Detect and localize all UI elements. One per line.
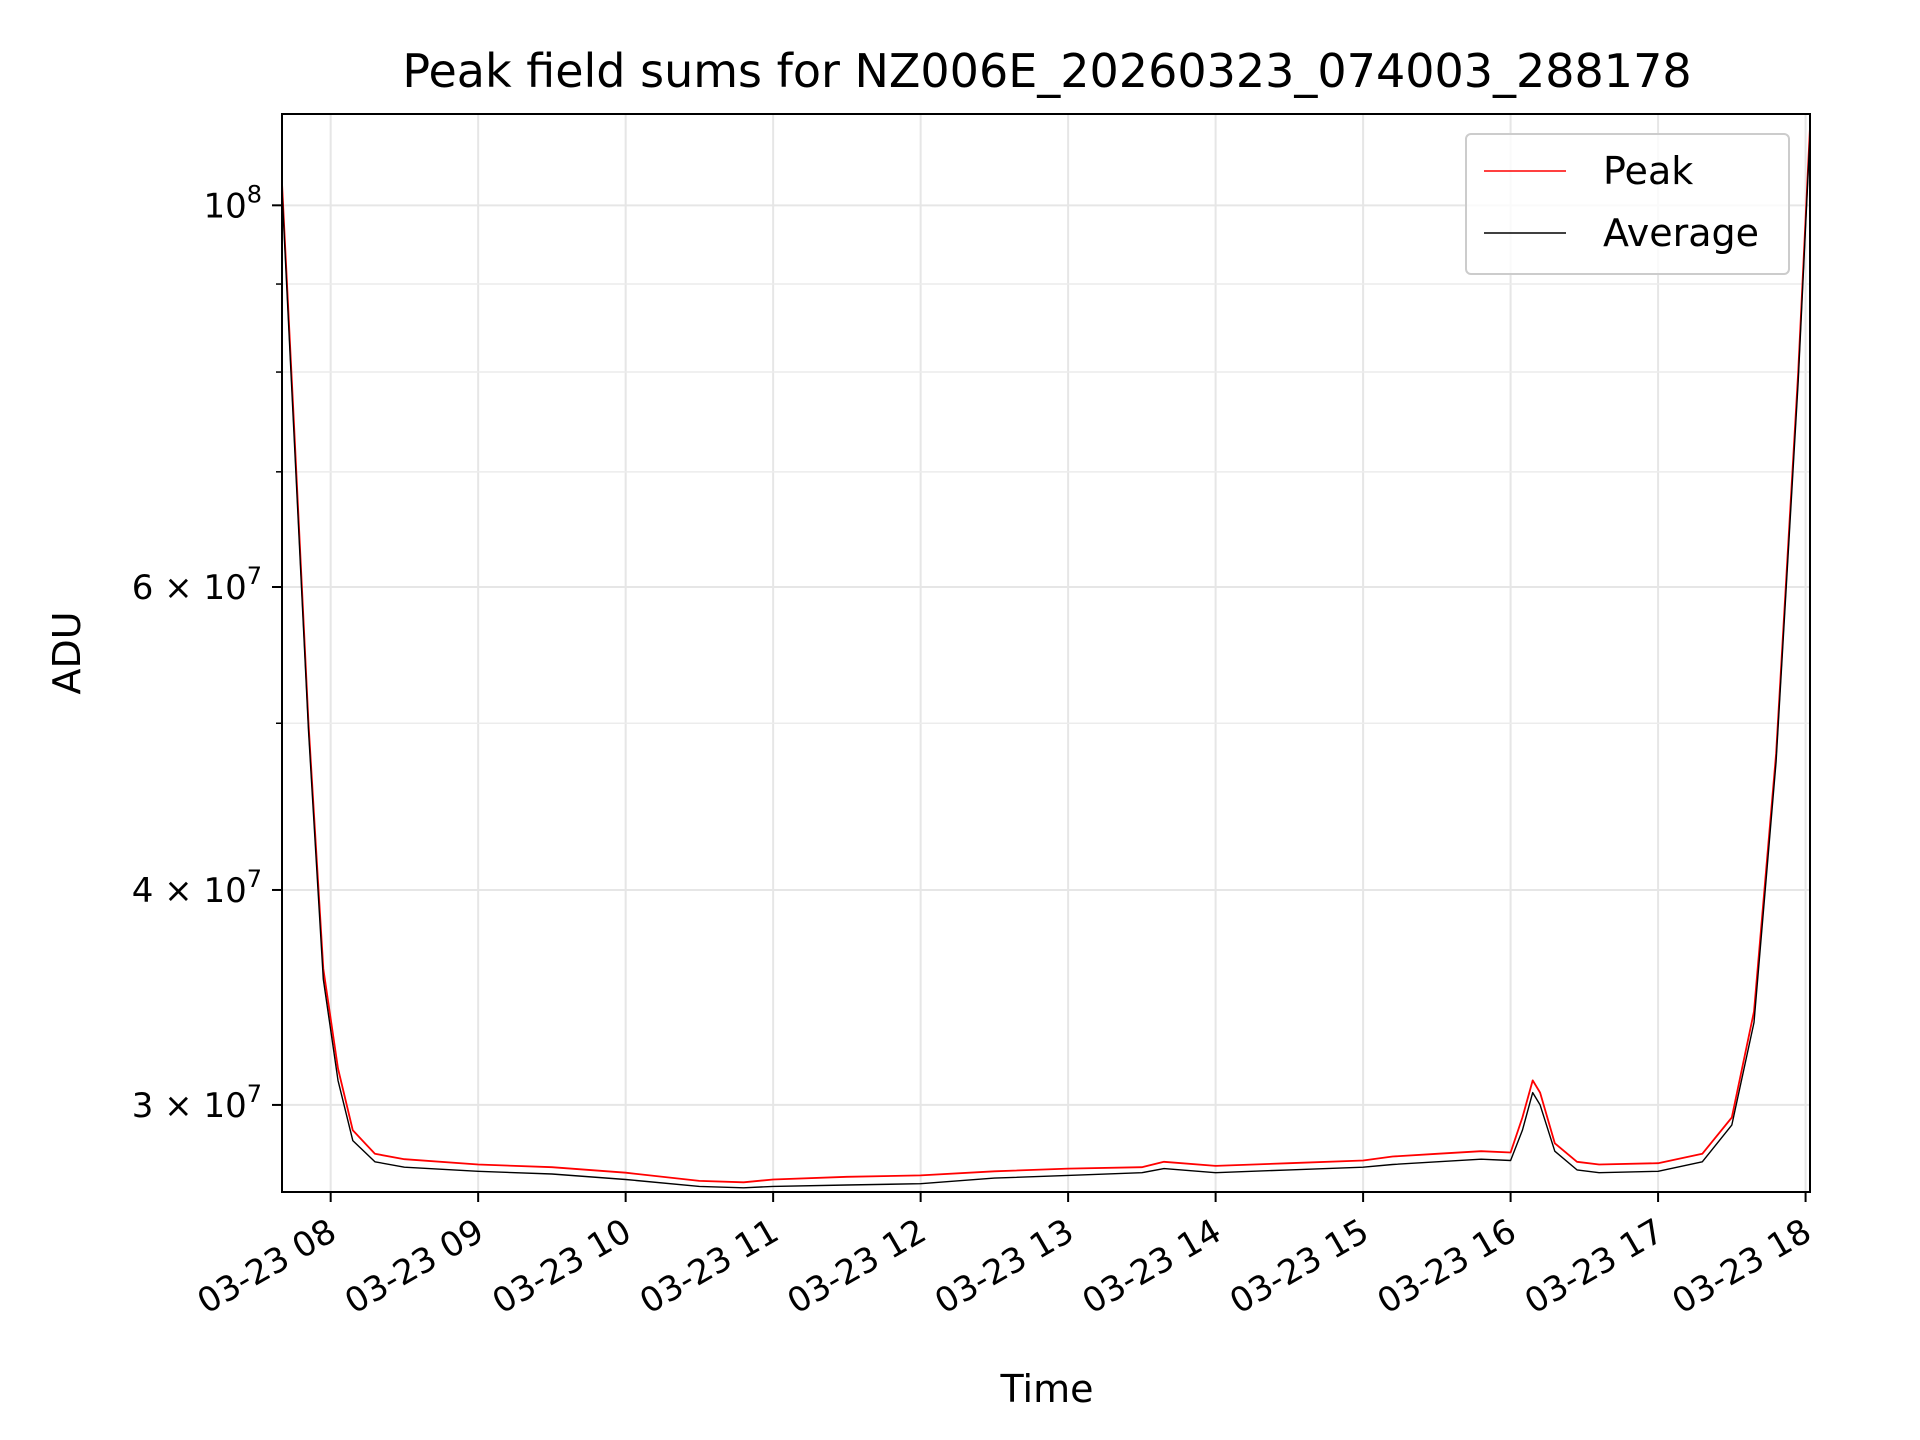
plot-frame bbox=[281, 113, 1811, 1193]
x-tick-label: 03-23 17 bbox=[1518, 1211, 1670, 1322]
legend-label-average: Average bbox=[1603, 211, 1759, 255]
y-tick-label: 108 bbox=[203, 180, 262, 226]
series-line-average bbox=[281, 134, 1811, 1189]
legend: Peak Average bbox=[1465, 133, 1790, 275]
y-axis: 108 6 × 107 4 × 107 3 × 107 bbox=[132, 180, 282, 1126]
y-axis-label: ADU bbox=[45, 611, 89, 694]
series-line-peak bbox=[281, 127, 1811, 1184]
x-tick-label: 03-23 16 bbox=[1371, 1211, 1523, 1322]
y-tick-label: 4 × 107 bbox=[132, 865, 262, 911]
legend-box bbox=[1465, 133, 1790, 275]
x-tick-label: 03-23 11 bbox=[633, 1211, 785, 1322]
x-tick-label: 03-23 10 bbox=[486, 1211, 638, 1322]
x-tick-label: 03-23 09 bbox=[338, 1211, 490, 1322]
grid bbox=[282, 114, 1810, 1192]
chart-title: Peak field sums for NZ006E_20260323_0740… bbox=[402, 44, 1691, 98]
series-group bbox=[281, 127, 1811, 1189]
x-axis-label: Time bbox=[1000, 1367, 1094, 1411]
x-tick-label: 03-23 14 bbox=[1076, 1211, 1228, 1322]
x-tick-label: 03-23 12 bbox=[781, 1211, 933, 1322]
x-tick-label: 03-23 15 bbox=[1223, 1211, 1375, 1322]
x-tick-label: 03-23 18 bbox=[1666, 1211, 1818, 1322]
x-tick-label: 03-23 13 bbox=[928, 1211, 1080, 1322]
x-tick-label: 03-23 08 bbox=[191, 1211, 343, 1322]
y-tick-label: 3 × 107 bbox=[132, 1080, 262, 1126]
y-tick-label: 6 × 107 bbox=[132, 562, 262, 608]
legend-label-peak: Peak bbox=[1603, 149, 1693, 193]
